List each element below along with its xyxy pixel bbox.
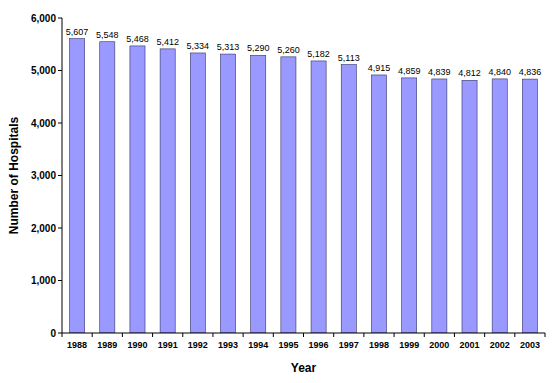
x-tick xyxy=(243,333,244,337)
x-tick-label: 1994 xyxy=(248,340,268,350)
x-tick-label: 1996 xyxy=(309,340,329,350)
x-tick-label: 1988 xyxy=(67,340,87,350)
y-tick-label: 0 xyxy=(50,328,56,339)
data-label: 5,468 xyxy=(126,34,149,44)
x-tick xyxy=(62,333,63,337)
x-tick xyxy=(363,333,364,337)
data-label: 5,412 xyxy=(156,37,179,47)
x-tick xyxy=(92,333,93,337)
bar xyxy=(492,79,507,333)
x-tick-label: 2001 xyxy=(460,340,480,350)
x-tick-label: 1995 xyxy=(278,340,298,350)
bar xyxy=(432,79,447,333)
bar xyxy=(341,65,356,333)
y-tick xyxy=(58,70,62,71)
data-label: 4,915 xyxy=(368,63,391,73)
bars xyxy=(70,39,538,333)
data-label: 4,836 xyxy=(519,67,542,77)
data-label: 5,334 xyxy=(187,41,210,51)
y-tick-label: 1,000 xyxy=(31,275,56,286)
x-tick-label: 1992 xyxy=(188,340,208,350)
x-tick xyxy=(333,333,334,337)
x-tick-label: 1993 xyxy=(218,340,238,350)
data-label: 5,313 xyxy=(217,42,240,52)
chart: 0 1,000 2,000 3,000 4,000 5,000 6,000 5,607 5,54… xyxy=(0,0,553,383)
bar xyxy=(281,57,296,333)
x-tick xyxy=(484,333,485,337)
y-tick-label: 3,000 xyxy=(31,170,56,181)
x-tick xyxy=(514,333,515,337)
y-tick-label: 5,000 xyxy=(31,65,56,76)
y-tick xyxy=(58,175,62,176)
y-axis-label: Number of Hospitals xyxy=(7,117,21,235)
data-label: 5,290 xyxy=(247,43,270,53)
bar xyxy=(462,80,477,333)
x-tick-label: 1990 xyxy=(127,340,147,350)
x-tick xyxy=(273,333,274,337)
y-tick-label: 2,000 xyxy=(31,223,56,234)
bar xyxy=(402,78,417,333)
x-tick xyxy=(424,333,425,337)
bar xyxy=(220,54,235,333)
x-tick-label: 1998 xyxy=(369,340,389,350)
bar xyxy=(311,61,326,333)
x-tick-label: 2000 xyxy=(429,340,449,350)
data-label: 5,113 xyxy=(338,53,360,63)
bar xyxy=(190,53,205,333)
y-tick xyxy=(58,18,62,19)
x-tick xyxy=(212,333,213,337)
bar xyxy=(160,49,175,333)
bar xyxy=(70,39,85,333)
bar xyxy=(251,55,266,333)
data-label: 4,840 xyxy=(488,67,511,77)
bar xyxy=(130,46,145,333)
x-tick xyxy=(545,333,546,337)
y-tick-label: 6,000 xyxy=(31,13,56,24)
y-tick-label: 4,000 xyxy=(31,118,56,129)
y-tick xyxy=(58,123,62,124)
data-label: 5,182 xyxy=(307,49,330,59)
x-axis-label: Year xyxy=(291,361,317,375)
y-tick xyxy=(58,280,62,281)
bar xyxy=(371,75,386,333)
x-tick-label: 1991 xyxy=(158,340,178,350)
x-tick xyxy=(152,333,153,337)
data-label: 5,548 xyxy=(96,30,119,40)
bar xyxy=(100,42,115,333)
data-label: 4,859 xyxy=(398,66,421,76)
x-tick-label: 2002 xyxy=(490,340,510,350)
y-axis xyxy=(62,18,63,333)
bar xyxy=(522,79,537,333)
x-tick xyxy=(454,333,455,337)
x-tick xyxy=(303,333,304,337)
y-tick xyxy=(58,228,62,229)
x-tick xyxy=(394,333,395,337)
x-tick-label: 1989 xyxy=(97,340,117,350)
data-label: 5,260 xyxy=(277,45,300,55)
x-tick-label: 1999 xyxy=(399,340,419,350)
x-tick-label: 1997 xyxy=(339,340,359,350)
x-tick xyxy=(122,333,123,337)
x-tick xyxy=(182,333,183,337)
data-label: 4,812 xyxy=(458,68,481,78)
x-tick-label: 2003 xyxy=(520,340,540,350)
data-label: 4,839 xyxy=(428,67,451,77)
y-tick xyxy=(58,333,62,334)
chart-container: 0 1,000 2,000 3,000 4,000 5,000 6,000 5,607 5,54… xyxy=(0,0,553,383)
data-label: 5,607 xyxy=(66,27,89,37)
